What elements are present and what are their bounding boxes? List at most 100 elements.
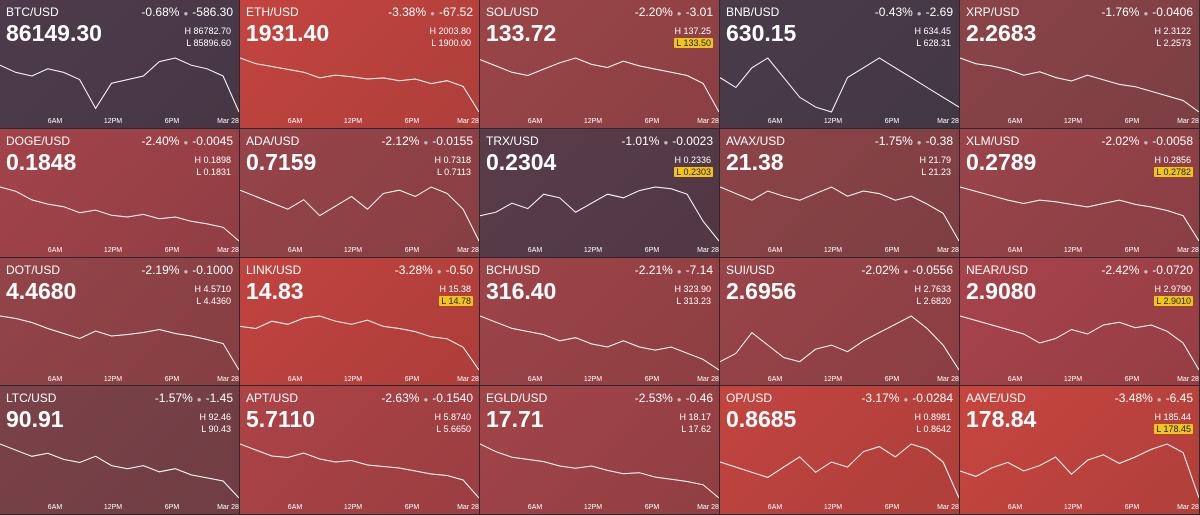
ticker-tile[interactable]: 6AM 12PM 6PM Mar 28 ETH/USD -3.38% ● -67.52 1931…	[240, 0, 480, 129]
time-label: 6AM	[288, 118, 303, 125]
sparkline-chart: 6AM 12PM 6PM Mar 28	[240, 443, 479, 511]
pair-name: SOL/USD	[486, 5, 539, 19]
high: H 2003.80	[429, 26, 471, 36]
time-label: 6AM	[528, 504, 543, 511]
low-value: 2.6820	[923, 295, 951, 306]
change-percent: -2.63%	[381, 391, 420, 406]
low: L 2.9010	[1154, 295, 1193, 306]
time-label: Mar 28	[937, 118, 959, 125]
sparkline	[0, 57, 239, 113]
sparkline	[240, 443, 479, 499]
time-label: Mar 28	[937, 504, 959, 511]
sparkline-chart: 6AM 12PM 6PM Mar 28	[960, 186, 1199, 254]
pair-name: XLM/USD	[966, 133, 1020, 148]
time-label: Mar 28	[217, 247, 239, 254]
time-label: 12PM	[584, 118, 602, 125]
change-percent: -2.42%	[1101, 262, 1140, 277]
separator: ●	[1156, 395, 1162, 405]
price: 2.2683	[966, 20, 1037, 46]
sparkline	[240, 57, 479, 113]
high-value: 2.9790	[1163, 283, 1191, 294]
ticker-tile[interactable]: 6AM 12PM 6PM Mar 28 AAVE/USD -3.48% ● -6.45 178.…	[960, 386, 1200, 515]
ticker-tile[interactable]: 6AM 12PM 6PM Mar 28 LTC/USD -1.57% ● -1.45 90.91…	[0, 386, 240, 515]
change-percent: -1.01%	[621, 133, 660, 148]
ticker-tile[interactable]: 6AM 12PM 6PM Mar 28 AVAX/USD -1.75% ● -0.38 21.3…	[720, 128, 960, 258]
sparkline-chart: 6AM 12PM 6PM Mar 28	[720, 186, 959, 254]
ticker-tile[interactable]: 6AM 12PM 6PM Mar 28 DOT/USD -2.19% ● -0.1000 4.4…	[0, 257, 240, 387]
low-value: 90.43	[208, 424, 231, 435]
high-value: 21.79	[928, 154, 951, 165]
ticker-tile[interactable]: 6AM 12PM 6PM Mar 28 TRX/USD -1.01% ● -0.0023 0.2…	[480, 128, 720, 258]
change-amount: -0.38	[925, 133, 953, 148]
change-amount: -3.01	[685, 5, 713, 19]
high: H 5.8740	[434, 412, 471, 423]
low: L 2.6820	[916, 295, 951, 306]
ticker-tile[interactable]: 6AM 12PM 6PM Mar 28 DOGE/USD -2.40% ● -0.0045 0.…	[0, 128, 240, 258]
time-label: 12PM	[104, 504, 122, 511]
change: -2.21% ● -7.14	[635, 263, 713, 277]
ticker-tile[interactable]: 6AM 12PM 6PM Mar 28 EGLD/USD -2.53% ● -0.46 17.7…	[480, 386, 720, 515]
pair-name: OP/USD	[726, 391, 773, 406]
time-label: Mar 28	[457, 247, 479, 254]
high: H 92.46	[199, 412, 231, 423]
change-percent: -1.57%	[154, 391, 193, 406]
time-label: 12PM	[584, 504, 602, 511]
time-label: 6PM	[1125, 247, 1140, 254]
ticker-tile[interactable]: 6AM 12PM 6PM Mar 28 ADA/USD -2.12% ● -0.0155 0.7…	[240, 128, 480, 258]
ticker-tile[interactable]: 6AM 12PM 6PM Mar 28 BCH/USD -2.21% ● -7.14 316.4…	[480, 257, 720, 387]
low: L 5.6650	[436, 424, 471, 435]
low: L 21.23	[921, 166, 951, 177]
pair-name: ADA/USD	[246, 133, 300, 148]
low-value: 85896.60	[193, 38, 231, 48]
change-amount: -67.52	[438, 5, 473, 19]
price: 4.4680	[6, 277, 77, 304]
time-label: 6AM	[288, 504, 303, 511]
time-label: 6AM	[288, 247, 303, 254]
separator: ●	[916, 9, 922, 18]
price: 2.6956	[726, 277, 797, 304]
high: H 634.45	[914, 26, 951, 36]
low-value: 1900.00	[438, 38, 471, 48]
ticker-tile[interactable]: 6AM 12PM 6PM Mar 28 LINK/USD -3.28% ● -0.50 14.8…	[240, 257, 480, 387]
change: -3.48% ● -6.45	[1115, 391, 1193, 405]
time-label: Mar 28	[457, 118, 479, 125]
low-value: 313.23	[683, 295, 711, 306]
ticker-tile[interactable]: 6AM 12PM 6PM Mar 28 APT/USD -2.63% ● -0.1540 5.7…	[240, 386, 480, 515]
high: H 0.2856	[1154, 154, 1191, 165]
time-label: Mar 28	[457, 376, 479, 383]
price: 0.2789	[966, 148, 1037, 175]
sparkline-chart: 6AM 12PM 6PM Mar 28	[240, 314, 479, 383]
sparkline-chart: 6AM 12PM 6PM Mar 28	[720, 443, 959, 511]
low-value: 0.1831	[203, 166, 231, 177]
high: H 0.7318	[434, 154, 471, 165]
sparkline-chart: 6AM 12PM 6PM Mar 28	[480, 186, 719, 254]
time-label: 6PM	[1125, 376, 1140, 383]
pair-name: ETH/USD	[246, 5, 299, 19]
ticker-tile[interactable]: 6AM 12PM 6PM Mar 28 SOL/USD -2.20% ● -3.01 133.7…	[480, 0, 720, 129]
change-amount: -0.0045	[192, 133, 233, 148]
ticker-tile[interactable]: 6AM 12PM 6PM Mar 28 BNB/USD -0.43% ● -2.69 630.1…	[720, 0, 960, 129]
high-value: 0.2336	[683, 154, 711, 165]
ticker-tile[interactable]: 6AM 12PM 6PM Mar 28 XLM/USD -2.02% ● -0.0058 0.2…	[960, 128, 1200, 258]
low-value: 2.2573	[1163, 38, 1191, 48]
change: -1.01% ● -0.0023	[621, 134, 713, 148]
price: 90.91	[6, 406, 64, 433]
price: 0.8685	[726, 406, 797, 433]
ticker-tile[interactable]: 6AM 12PM 6PM Mar 28 XRP/USD -1.76% ● -0.0406 2.2…	[960, 0, 1200, 129]
sparkline	[960, 57, 1199, 113]
ticker-tile[interactable]: 6AM 12PM 6PM Mar 28 SUI/USD -2.02% ● -0.0556 2.6…	[720, 257, 960, 387]
high-value: 4.5710	[203, 283, 231, 294]
time-label: 12PM	[104, 118, 122, 125]
ticker-tile[interactable]: 6AM 12PM 6PM Mar 28 BTC/USD -0.68% ● -586.30 861…	[0, 0, 240, 129]
time-label: 6AM	[1008, 247, 1023, 254]
time-label: 12PM	[824, 118, 842, 125]
time-label: 6AM	[1008, 376, 1023, 383]
sparkline-chart: 6AM 12PM 6PM Mar 28	[720, 314, 959, 383]
price: 0.1848	[6, 148, 77, 175]
change-percent: -2.53%	[634, 391, 673, 406]
ticker-tile[interactable]: 6AM 12PM 6PM Mar 28 NEAR/USD -2.42% ● -0.0720 2.…	[960, 257, 1200, 387]
price: 0.2304	[486, 148, 557, 175]
pair-name: LINK/USD	[246, 262, 302, 277]
ticker-tile[interactable]: 6AM 12PM 6PM Mar 28 OP/USD -3.17% ● -0.0284 0.86…	[720, 386, 960, 515]
time-label: 6PM	[885, 118, 900, 125]
